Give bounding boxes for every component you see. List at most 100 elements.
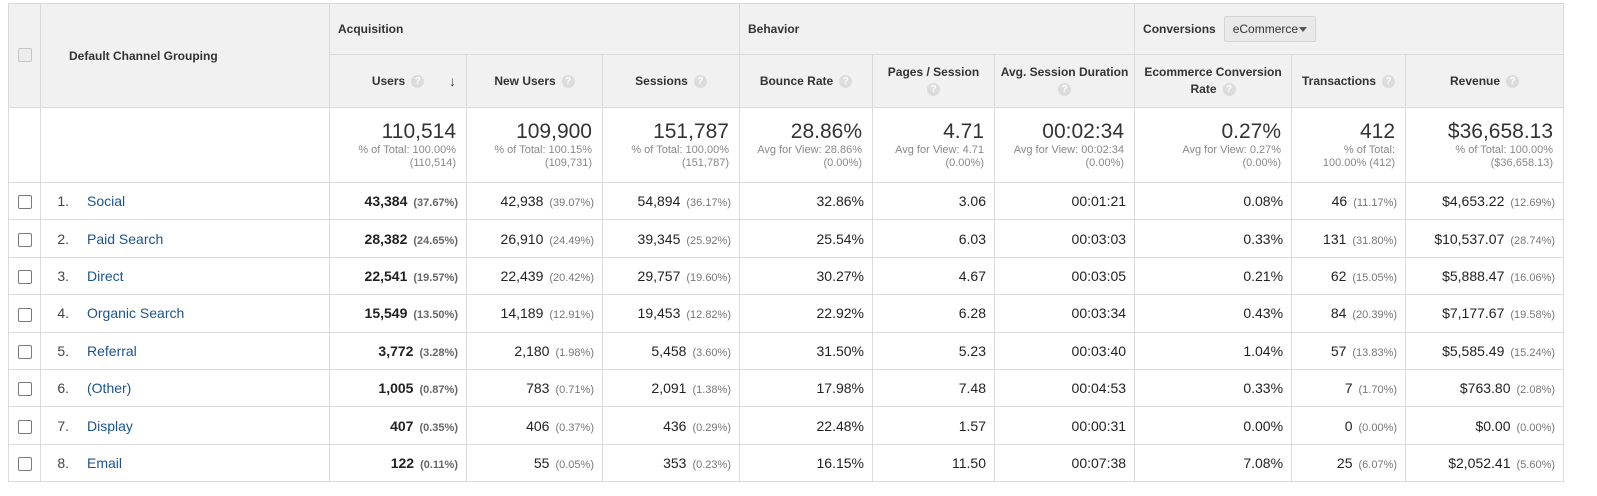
channel-link[interactable]: Referral (87, 342, 137, 359)
channel-link[interactable]: Email (87, 454, 123, 471)
new-users-cell-percent: (20.42%) (549, 271, 594, 284)
help-icon[interactable]: ? (1058, 83, 1072, 97)
bounce-rate-cell: 22.92% (739, 294, 873, 333)
sessions-cell-value: 436 (663, 417, 687, 434)
channel-link[interactable]: Organic Search (87, 305, 185, 322)
help-icon[interactable]: ? (1222, 83, 1236, 97)
sessions-column-header[interactable]: Sessions? (602, 54, 740, 108)
sort-descending-icon[interactable]: ↓ (449, 73, 456, 89)
sessions-cell: 2,091 (1.38%) (602, 368, 740, 408)
transactions-cell-value: 25 (1336, 454, 1353, 471)
avg-duration-column-header[interactable]: Avg. Session Duration? (993, 54, 1136, 108)
help-icon[interactable]: ? (693, 75, 707, 89)
total-value: 110,514 (381, 120, 456, 143)
ecr-total: 0.27% Avg for View: 0.27% (0.00%) (1134, 107, 1293, 183)
transactions-cell-percent: (13.83%) (1352, 346, 1398, 359)
total-sub: Avg for View: 28.86% (757, 144, 862, 156)
revenue-cell: $2,052.41 (5.60%) (1405, 443, 1565, 483)
row-check-cell (8, 331, 41, 370)
channel-cell: 2. Paid Search (40, 219, 330, 258)
revenue-cell-percent: (0.00%) (1516, 421, 1556, 434)
new-users-total: 109,900% of Total: 100.15% (109,731) (466, 107, 603, 183)
table-row: 7. Display 407 (0.35%) 406 (0.37%) 436 (0.29%) 2… (8, 406, 1565, 445)
channel-link[interactable]: (Other) (87, 380, 132, 397)
help-icon[interactable]: ? (411, 75, 425, 89)
conversions-type-dropdown[interactable]: eCommerce (1223, 16, 1316, 42)
channel-link[interactable]: Direct (87, 267, 124, 284)
row-checkbox[interactable] (17, 270, 32, 285)
revenue-cell-value: $7,177.67 (1442, 305, 1505, 322)
table-row: 5. Referral 3,772 (3.28%) 2,180 (1.98%) 5,458 (… (8, 331, 1565, 370)
users-cell: 1,005 (0.87%) (329, 368, 467, 408)
sessions-cell: 436 (0.29%) (602, 406, 740, 445)
row-checkbox[interactable] (17, 344, 32, 359)
select-all-checkbox[interactable] (17, 48, 32, 63)
bounce-rate-cell: 30.27% (739, 256, 873, 296)
row-checkbox[interactable] (17, 307, 32, 322)
row-check-cell (8, 443, 41, 483)
total-sub: 100.00% (412) (1322, 157, 1396, 169)
ecr-cell: 1.04% (1134, 331, 1293, 370)
channel-link[interactable]: Social (87, 193, 126, 210)
dimension-header[interactable]: Default Channel Grouping (40, 3, 330, 108)
new-users-cell-value: 22,439 (500, 267, 544, 284)
row-checkbox[interactable] (17, 419, 32, 434)
total-value: 4.71 (943, 120, 984, 143)
pages-session-cell-value: 7.48 (958, 380, 986, 397)
revenue-cell-value: $763.80 (1459, 380, 1511, 397)
row-check-cell (8, 256, 41, 296)
row-checkbox[interactable] (17, 232, 32, 247)
total-sub: ($36,658.13) (1490, 157, 1554, 169)
column-header-row: Users? ↓ New Users? Sessions? Bounce Rate… (8, 54, 1565, 108)
table-row: 6. (Other) 1,005 (0.87%) 783 (0.71%) 2,091 (1.3… (8, 368, 1565, 408)
help-icon[interactable]: ? (839, 75, 853, 89)
transactions-cell: 25 (6.07%) (1291, 443, 1407, 483)
sessions-cell: 54,894 (36.17%) (602, 181, 740, 221)
ecr-column-header[interactable]: Ecommerce Conversion Rate? (1134, 54, 1293, 108)
transactions-cell: 7 (1.70%) (1291, 368, 1407, 408)
bounce-rate-column-header[interactable]: Bounce Rate? (739, 54, 873, 108)
help-icon[interactable]: ? (1382, 75, 1396, 89)
revenue-column-header[interactable]: Revenue? (1405, 54, 1565, 108)
revenue-cell-value: $2,052.41 (1448, 454, 1511, 471)
row-checkbox[interactable] (17, 195, 32, 210)
total-sub: % of Total: 100.00% (358, 144, 456, 156)
transactions-cell: 62 (15.05%) (1291, 256, 1407, 296)
sessions-cell-percent: (19.60%) (686, 271, 731, 284)
revenue-cell-percent: (19.58%) (1510, 309, 1556, 322)
help-icon[interactable]: ? (1506, 75, 1520, 89)
row-index: 6. (57, 380, 69, 397)
row-index: 5. (57, 342, 69, 359)
transactions-cell: 84 (20.39%) (1291, 294, 1407, 333)
transactions-cell-percent: (20.39%) (1352, 309, 1398, 322)
bounce-rate-cell: 31.50% (739, 331, 873, 370)
transactions-cell-percent: (11.17%) (1353, 197, 1398, 210)
transactions-column-header[interactable]: Transactions? (1291, 54, 1407, 108)
new-users-cell-percent: (24.49%) (549, 234, 594, 247)
users-cell-percent: (3.28%) (419, 346, 458, 359)
ecr-cell: 7.08% (1134, 443, 1293, 483)
total-sub: (0.00%) (945, 157, 984, 169)
users-column-header[interactable]: Users? ↓ (329, 54, 467, 108)
pages-session-column-header[interactable]: Pages / Session? (872, 54, 995, 108)
total-sub: (109,731) (544, 157, 592, 169)
users-cell: 43,384 (37.67%) (329, 181, 467, 221)
new-users-column-header[interactable]: New Users? (466, 54, 603, 108)
pages-session-cell-value: 6.28 (958, 305, 986, 322)
channel-link[interactable]: Display (87, 417, 133, 434)
total-value: 28.86% (790, 120, 862, 143)
total-value: 151,787 (653, 120, 729, 143)
table-row: 8. Email 122 (0.11%) 55 (0.05%) 353 (0.23%) 16.1… (8, 443, 1565, 483)
revenue-cell-percent: (12.69%) (1510, 197, 1556, 210)
help-icon[interactable]: ? (561, 75, 575, 89)
row-checkbox[interactable] (17, 382, 32, 397)
revenue-cell: $4,653.22 (12.69%) (1405, 181, 1565, 221)
help-icon[interactable]: ? (927, 83, 940, 97)
channel-link[interactable]: Paid Search (87, 230, 164, 247)
sessions-cell-value: 54,894 (637, 193, 681, 210)
row-checkbox[interactable] (17, 457, 32, 472)
row-check-cell (8, 181, 41, 221)
transactions-cell-value: 7 (1344, 380, 1353, 397)
row-index: 3. (57, 267, 69, 284)
